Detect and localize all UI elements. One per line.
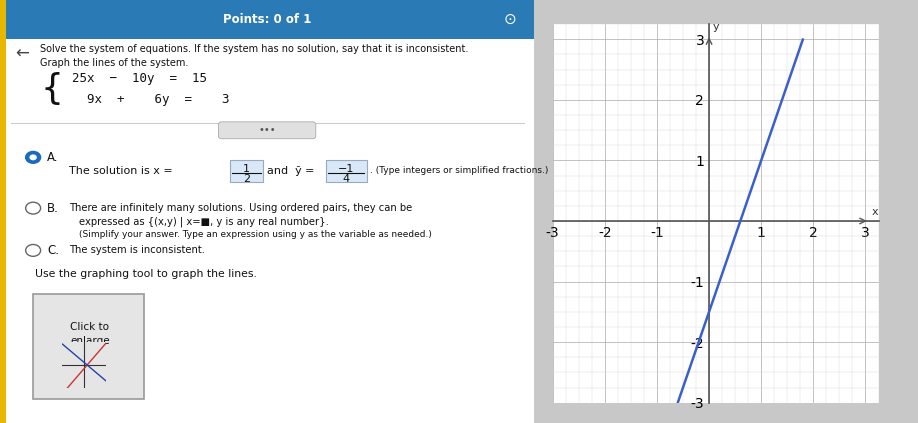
Text: Use the graphing tool to graph the lines.: Use the graphing tool to graph the lines…: [35, 269, 257, 279]
Text: and  ỹ =: and ỹ =: [267, 166, 315, 176]
Circle shape: [26, 244, 40, 256]
Text: C.: C.: [47, 244, 59, 257]
Text: Solve the system of equations. If the system has no solution, say that it is inc: Solve the system of equations. If the sy…: [40, 44, 468, 54]
Text: . (Type integers or simplified fractions.): . (Type integers or simplified fractions…: [370, 166, 548, 176]
Text: A.: A.: [47, 151, 59, 164]
Text: B.: B.: [47, 202, 59, 214]
Text: The system is inconsistent.: The system is inconsistent.: [70, 245, 206, 255]
Text: 25x  −  10y  =  15: 25x − 10y = 15: [73, 72, 207, 85]
Text: 1: 1: [242, 164, 250, 174]
FancyBboxPatch shape: [0, 0, 534, 39]
Text: (Simplify your answer. Type an expression using y as the variable as needed.): (Simplify your answer. Type an expressio…: [79, 230, 432, 239]
Text: •••: •••: [258, 125, 276, 135]
Text: Points: 0 of 1: Points: 0 of 1: [223, 13, 311, 26]
Text: 2: 2: [242, 173, 250, 184]
FancyBboxPatch shape: [33, 294, 144, 399]
Text: 4: 4: [342, 173, 350, 184]
Circle shape: [29, 154, 37, 160]
Circle shape: [26, 202, 40, 214]
Text: 9x  +    6y  =    3: 9x + 6y = 3: [73, 93, 230, 106]
Text: ⊙: ⊙: [504, 12, 517, 27]
FancyBboxPatch shape: [0, 0, 6, 423]
Text: The solution is x =: The solution is x =: [70, 166, 174, 176]
Circle shape: [26, 151, 40, 163]
Text: x: x: [872, 207, 879, 217]
Text: There are infinitely many solutions. Using ordered pairs, they can be: There are infinitely many solutions. Usi…: [70, 203, 413, 213]
Text: Graph the lines of the system.: Graph the lines of the system.: [40, 58, 188, 68]
Text: Click to
enlarge
graph: Click to enlarge graph: [70, 322, 109, 360]
Text: −1: −1: [338, 164, 354, 174]
Text: y: y: [712, 22, 720, 32]
FancyBboxPatch shape: [218, 122, 316, 139]
FancyBboxPatch shape: [0, 0, 534, 423]
Text: expressed as {(x,y) | x=■, y is any real number}.: expressed as {(x,y) | x=■, y is any real…: [79, 217, 329, 227]
Text: ←: ←: [15, 45, 28, 63]
FancyBboxPatch shape: [326, 160, 366, 182]
FancyBboxPatch shape: [230, 160, 263, 182]
Text: {: {: [40, 72, 63, 106]
